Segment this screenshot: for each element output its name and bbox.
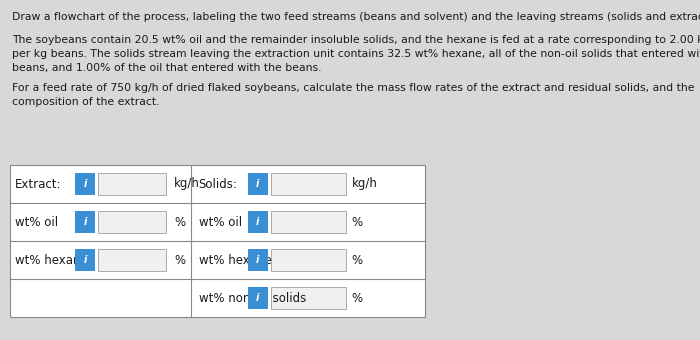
Text: kg/h: kg/h [351, 177, 377, 190]
Bar [270, 173, 346, 195]
Bar [75, 249, 95, 271]
Text: %: % [351, 291, 363, 305]
Bar [270, 287, 346, 309]
Text: %: % [351, 216, 363, 228]
Text: %: % [174, 254, 185, 267]
Bar [75, 173, 95, 195]
Text: beans, and 1.00% of the oil that entered with the beans.: beans, and 1.00% of the oil that entered… [12, 63, 321, 73]
Bar [98, 210, 166, 233]
Text: wt% hexane: wt% hexane [199, 254, 272, 267]
Text: i: i [256, 293, 259, 303]
Bar [248, 249, 267, 271]
Text: wt% oil: wt% oil [199, 216, 241, 228]
Text: i: i [256, 217, 259, 227]
Bar [248, 210, 267, 233]
Text: i: i [256, 179, 259, 189]
Text: composition of the extract.: composition of the extract. [12, 97, 160, 107]
Text: Draw a flowchart of the process, labeling the two feed streams (beans and solven: Draw a flowchart of the process, labelin… [12, 12, 700, 22]
Bar [98, 173, 166, 195]
Text: wt% oil: wt% oil [15, 216, 58, 228]
Bar [270, 249, 346, 271]
Text: The soybeans contain 20.5 wt% oil and the remainder insoluble solids, and the he: The soybeans contain 20.5 wt% oil and th… [12, 35, 700, 45]
Text: i: i [83, 179, 87, 189]
Text: Solids:: Solids: [199, 177, 237, 190]
Bar [248, 173, 267, 195]
Bar [10, 165, 425, 317]
Bar [75, 210, 95, 233]
Text: Extract:: Extract: [15, 177, 62, 190]
Text: %: % [351, 254, 363, 267]
Text: For a feed rate of 750 kg/h of dried flaked soybeans, calculate the mass flow ra: For a feed rate of 750 kg/h of dried fla… [12, 83, 694, 93]
Text: i: i [256, 255, 259, 265]
Text: i: i [83, 255, 87, 265]
Text: %: % [174, 216, 185, 228]
Text: per kg beans. The solids stream leaving the extraction unit contains 32.5 wt% he: per kg beans. The solids stream leaving … [12, 49, 700, 59]
Text: wt% non-oil solids: wt% non-oil solids [199, 291, 306, 305]
Text: wt% hexane: wt% hexane [15, 254, 88, 267]
Bar [270, 210, 346, 233]
Bar [98, 249, 166, 271]
Text: kg/h: kg/h [174, 177, 200, 190]
Text: i: i [83, 217, 87, 227]
Bar [248, 287, 267, 309]
